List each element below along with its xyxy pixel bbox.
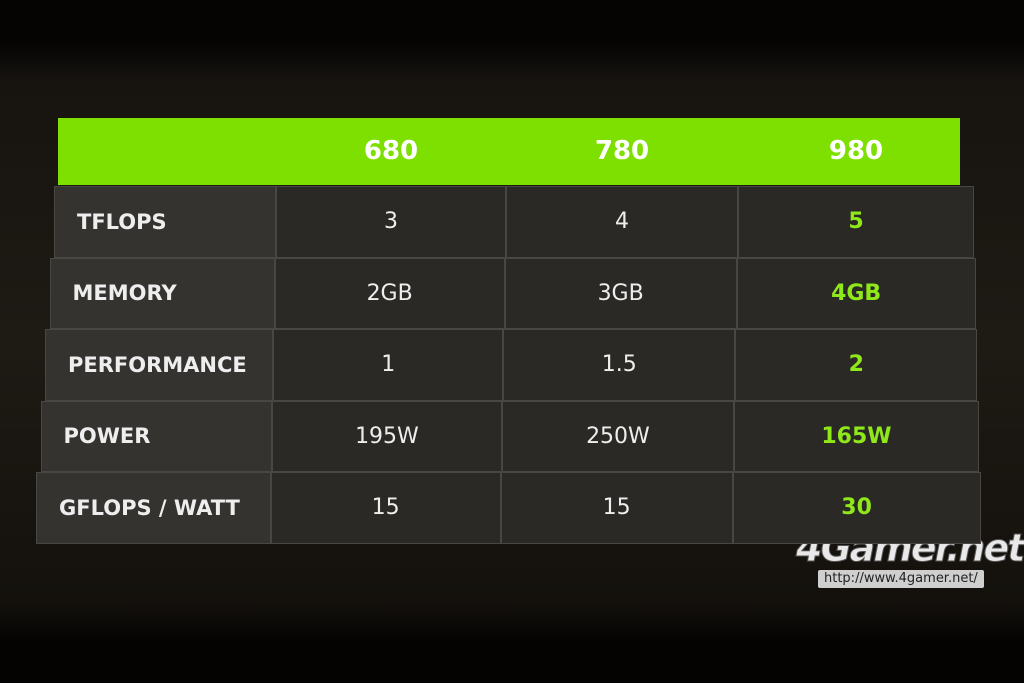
row-label: PERFORMANCE bbox=[45, 329, 274, 401]
table-cell: 1 bbox=[273, 329, 504, 401]
table-cell: 4 bbox=[506, 186, 738, 258]
table-cell: 3 bbox=[276, 186, 506, 258]
row-label: MEMORY bbox=[49, 257, 275, 329]
table-cell: 2 bbox=[735, 329, 978, 401]
table-cell: 4GB bbox=[736, 257, 976, 329]
table-cell: 15 bbox=[500, 472, 733, 544]
header-bar bbox=[58, 118, 960, 185]
table-cell: 250W bbox=[501, 400, 734, 472]
table-cell: 5 bbox=[738, 186, 974, 258]
column-header: 680 bbox=[363, 136, 419, 166]
table-cell: 1.5 bbox=[503, 329, 736, 401]
column-header: 980 bbox=[828, 136, 884, 166]
row-label: GFLOPS / WATT bbox=[36, 472, 271, 544]
row-label: TFLOPS bbox=[54, 186, 276, 258]
table-cell: 15 bbox=[270, 472, 501, 544]
table-cell: 2GB bbox=[274, 257, 505, 329]
table-cell: 30 bbox=[732, 472, 981, 544]
row-label: POWER bbox=[40, 400, 272, 472]
table-cell: 195W bbox=[271, 400, 502, 472]
table-cell: 3GB bbox=[504, 257, 737, 329]
table-cell: 165W bbox=[733, 400, 979, 472]
watermark-url: http://www.4gamer.net/ bbox=[818, 570, 984, 588]
column-header: 780 bbox=[594, 136, 650, 166]
